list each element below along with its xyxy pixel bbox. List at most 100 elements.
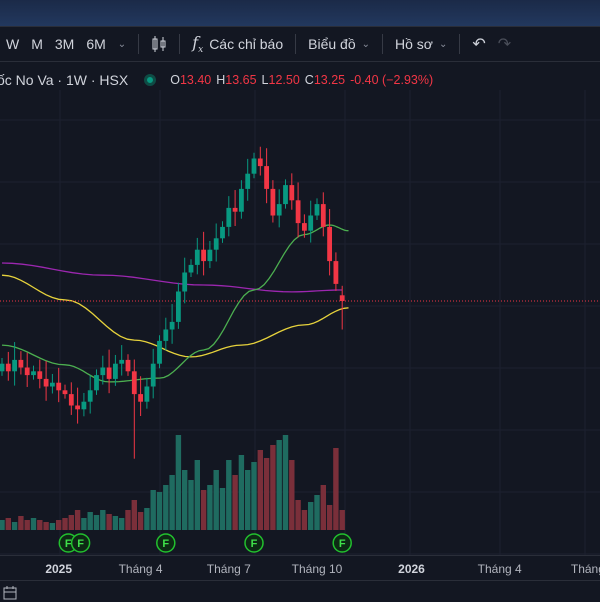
volume-bar <box>93 515 100 530</box>
open-value: 13.40 <box>179 73 212 87</box>
volume-bar <box>43 522 49 530</box>
volume-bar <box>301 510 308 530</box>
candle-body <box>176 291 181 322</box>
candle-body <box>295 200 301 224</box>
volume-bar <box>213 470 219 530</box>
interval-6m[interactable]: 6M <box>86 36 106 52</box>
symbol-title[interactable]: ốc No Va · 1W · HSX <box>0 72 129 88</box>
candle-body <box>75 405 80 410</box>
candle-body <box>0 363 5 372</box>
chevron-down-icon: ⌄ <box>438 38 448 50</box>
earnings-marker[interactable]: F <box>70 533 91 553</box>
volume-bar <box>339 510 345 530</box>
calendar-icon[interactable] <box>2 584 20 602</box>
volume-bar <box>200 490 207 530</box>
candle-body <box>314 204 320 216</box>
candle-body <box>302 223 307 231</box>
profile-button[interactable]: Hồ sơ ⌄ <box>389 36 453 52</box>
time-axis-label: Tháng 10 <box>291 562 343 576</box>
interval-3m[interactable]: 3M <box>54 36 75 52</box>
candle-body <box>100 367 106 376</box>
interval-dropdown-chevron-icon[interactable]: ⌄ <box>117 38 127 50</box>
change-value: -0.40 (−2.93%) <box>350 73 434 87</box>
browser-top-strip <box>0 0 600 27</box>
low-label: L <box>261 73 269 87</box>
high-value: 13.65 <box>225 73 257 87</box>
candle-body <box>106 367 112 379</box>
candle-body <box>5 363 11 372</box>
time-axis[interactable]: 2025 Tháng 4 Tháng 7 Tháng 10 2026 Tháng 4 Thá… <box>0 555 600 580</box>
volume-bar <box>257 450 263 530</box>
svg-text:F: F <box>339 538 346 550</box>
volume-bar <box>68 515 74 530</box>
volume-bar <box>0 520 5 530</box>
chart-type-label: Biểu đồ <box>308 36 356 52</box>
symbol-legend: ốc No Va · 1W · HSX O13.40 H13.65 L12.50… <box>0 70 433 90</box>
volume-bar <box>276 440 282 530</box>
profile-label: Hồ sơ <box>395 36 433 52</box>
volume-bar <box>182 470 188 530</box>
close-value: 13.25 <box>313 73 346 87</box>
candle-body <box>169 321 175 330</box>
volume-bar <box>263 458 270 530</box>
time-axis-label: Tháng 4 <box>477 562 522 576</box>
earnings-marker[interactable]: F <box>156 533 176 553</box>
candle-body <box>31 371 36 376</box>
volume-bar <box>137 512 144 530</box>
earnings-marker[interactable]: F <box>332 533 352 553</box>
svg-text:F: F <box>65 538 72 550</box>
candle-body <box>308 215 314 231</box>
volume-bar <box>131 500 137 530</box>
volume-bar <box>5 518 11 530</box>
undo-icon[interactable]: ↶ <box>472 36 486 53</box>
volume-bar <box>119 518 125 530</box>
ma-green-line <box>1 224 349 383</box>
candle-body <box>276 204 282 216</box>
candle-body <box>56 382 62 391</box>
candle-body <box>270 188 276 216</box>
chart-type-button[interactable]: Biểu đồ ⌄ <box>302 36 376 52</box>
high-label: H <box>216 73 226 87</box>
candle-body <box>94 375 99 391</box>
low-value: 12.50 <box>268 73 300 87</box>
candle-body <box>81 401 87 410</box>
volume-bar <box>295 500 301 530</box>
volume-bar <box>24 520 30 530</box>
volume-bar <box>125 510 131 530</box>
candle-body <box>157 340 162 364</box>
svg-text:F: F <box>162 538 169 550</box>
candle-body <box>119 359 125 364</box>
volume-bar <box>156 492 163 530</box>
interval-m[interactable]: M <box>31 36 43 52</box>
candle-body <box>245 173 251 189</box>
candle-body <box>182 272 188 292</box>
candle-body <box>131 371 137 395</box>
earnings-marker[interactable]: F <box>244 533 264 553</box>
candle-body <box>333 261 339 284</box>
candle-body <box>68 394 74 406</box>
candles-icon[interactable] <box>145 35 173 53</box>
volume-bar <box>87 512 93 530</box>
candle-body <box>37 371 43 379</box>
volume-bar <box>226 460 232 530</box>
candle-body <box>213 238 219 250</box>
candle-body <box>138 394 143 402</box>
volume-bar <box>150 490 156 530</box>
candle-body <box>50 382 55 387</box>
candle-body <box>62 390 68 395</box>
svg-text:F: F <box>77 538 84 550</box>
candle-body <box>163 329 169 341</box>
volume-bar <box>74 510 81 530</box>
volume-bar <box>56 520 62 530</box>
candle-body <box>320 204 326 227</box>
volume-bar <box>37 520 43 530</box>
market-status-icon[interactable] <box>144 74 157 86</box>
indicators-button[interactable]: fx Các chỉ báo <box>186 33 289 55</box>
volume-bar <box>326 505 333 530</box>
volume-bar <box>207 485 213 530</box>
candle-body <box>289 185 295 201</box>
volume-bar <box>270 445 276 530</box>
interval-w[interactable]: W <box>6 36 20 52</box>
redo-icon[interactable]: ↷ <box>497 36 512 53</box>
